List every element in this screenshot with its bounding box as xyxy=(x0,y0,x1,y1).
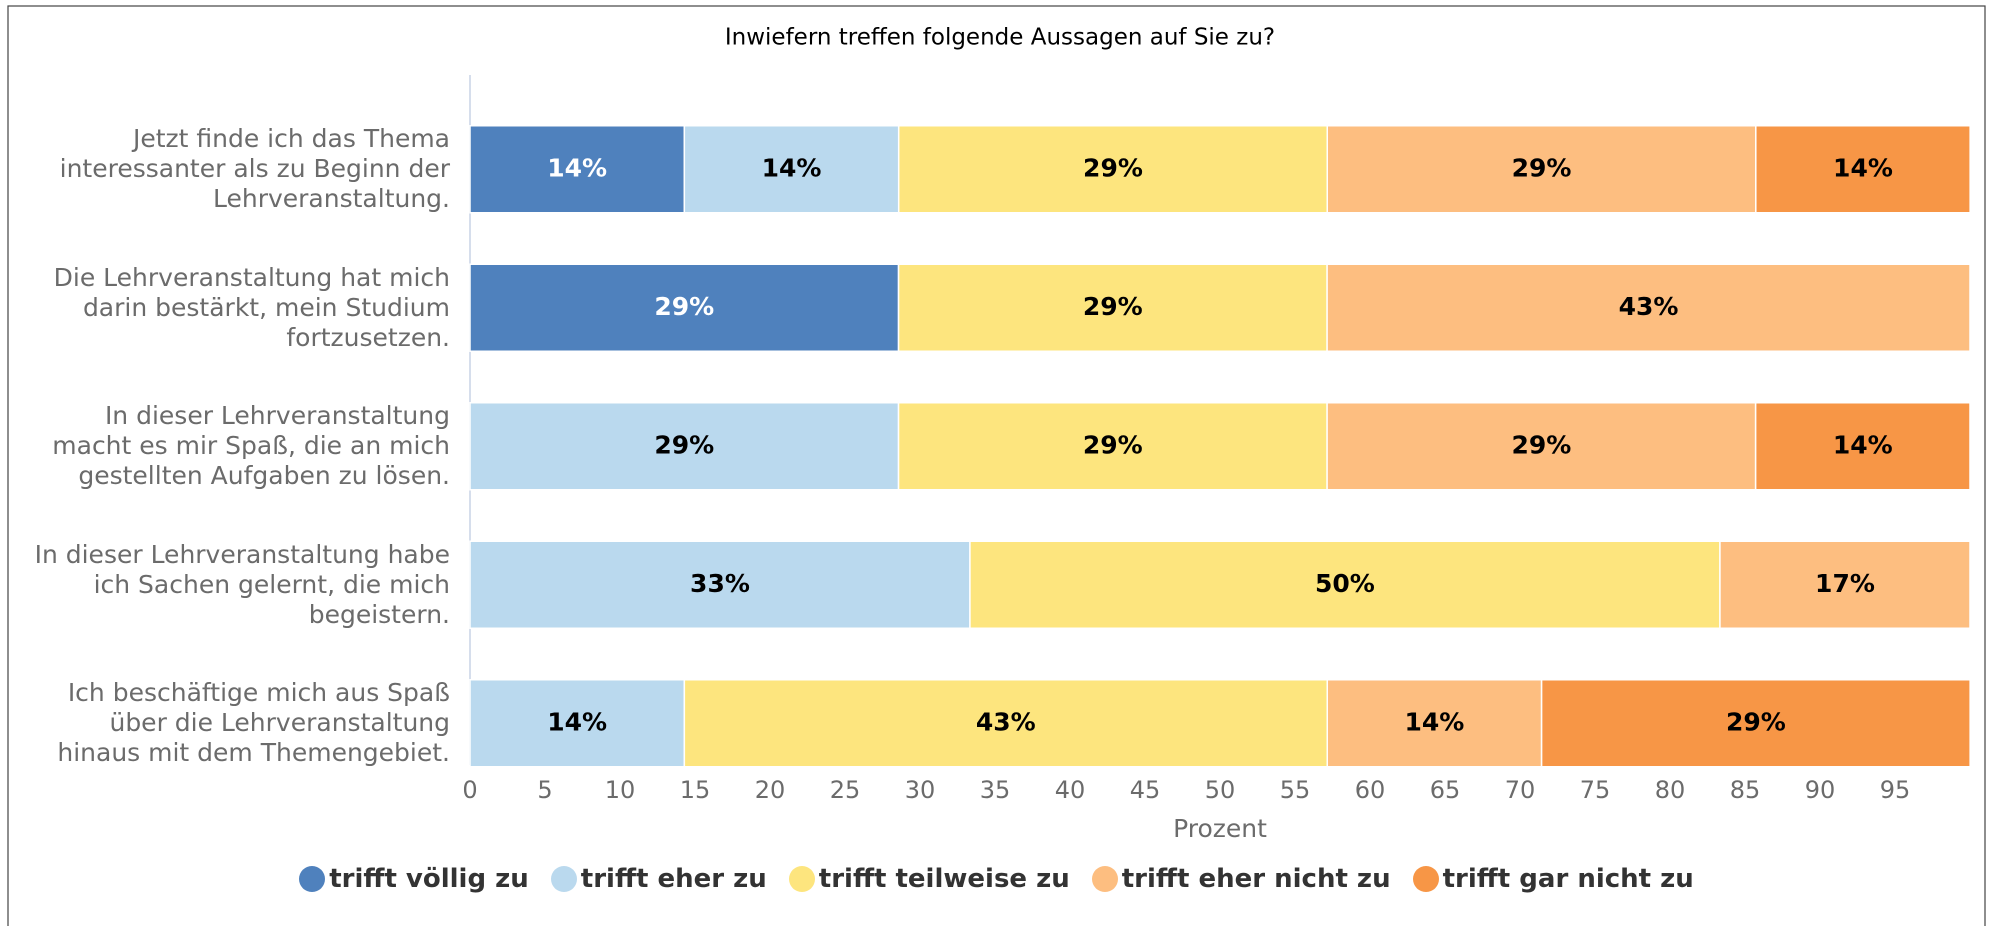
legend-label: trifft völlig zu xyxy=(329,864,529,894)
bar-segment xyxy=(1326,679,1543,768)
legend-item: trifft gar nicht zu xyxy=(1412,864,1694,894)
category-label: In dieser Lehrveranstaltung habe ich Sac… xyxy=(34,539,450,629)
legend: trifft völlig zu trifft eher zu trifft tei… xyxy=(0,864,1993,894)
legend-label: trifft eher zu xyxy=(580,864,767,894)
data-label: 33% xyxy=(690,569,750,598)
category-label: In dieser Lehrveranstaltung macht es mir… xyxy=(52,401,450,491)
data-label: 17% xyxy=(1815,569,1875,598)
x-tick-label: 85 xyxy=(1730,776,1761,804)
x-tick-label: 50 xyxy=(1205,776,1236,804)
x-tick-label: 60 xyxy=(1355,776,1386,804)
bar-segment xyxy=(469,263,900,352)
bar-segment xyxy=(1540,679,1971,768)
bar-segment xyxy=(897,263,1328,352)
x-tick-label: 70 xyxy=(1505,776,1536,804)
legend-marker xyxy=(788,866,815,892)
legend-item: trifft teilweise zu xyxy=(788,864,1070,894)
data-label: 50% xyxy=(1315,569,1375,598)
legend-label: trifft eher nicht zu xyxy=(1121,864,1391,894)
bar-segment xyxy=(683,125,900,214)
legend-item: trifft eher zu xyxy=(550,864,767,894)
legend-marker xyxy=(1412,866,1439,892)
data-label: 43% xyxy=(1619,292,1679,321)
data-label: 14% xyxy=(547,707,607,736)
data-label: 29% xyxy=(1726,707,1786,736)
data-label: 14% xyxy=(762,153,822,182)
legend-label: trifft gar nicht zu xyxy=(1442,864,1694,894)
data-label: 29% xyxy=(1511,430,1571,459)
bar-segment xyxy=(469,402,900,491)
chart-title: Inwiefern treffen folgende Aussagen auf … xyxy=(725,25,1275,51)
bar-segment xyxy=(1326,263,1971,352)
legend-marker xyxy=(550,866,577,892)
data-label: 29% xyxy=(1083,153,1143,182)
x-tick-label: 90 xyxy=(1805,776,1836,804)
bar-segment xyxy=(897,402,1328,491)
legend-marker xyxy=(1091,866,1118,892)
data-label: 14% xyxy=(1833,430,1893,459)
x-tick-label: 65 xyxy=(1430,776,1461,804)
data-label: 43% xyxy=(976,707,1036,736)
x-tick-label: 10 xyxy=(605,776,636,804)
category-label: Jetzt finde ich das Thema interessanter … xyxy=(59,124,450,214)
bar-segment xyxy=(1326,125,1757,214)
legend-label: trifft teilweise zu xyxy=(818,864,1070,894)
data-label: 29% xyxy=(654,292,714,321)
bar-segment xyxy=(469,679,686,768)
x-tick-label: 40 xyxy=(1055,776,1086,804)
category-label: Die Lehrveranstaltung hat mich darin bes… xyxy=(53,262,450,352)
frame xyxy=(7,5,1986,926)
x-tick-label: 95 xyxy=(1880,776,1911,804)
x-tick-label: 0 xyxy=(462,776,477,804)
x-tick-label: 35 xyxy=(980,776,1011,804)
bar-segment xyxy=(1754,402,1971,491)
x-axis-label: Prozent xyxy=(1173,814,1267,843)
data-label: 14% xyxy=(1833,153,1893,182)
bar-segment xyxy=(1755,125,1971,214)
x-tick-label: 5 xyxy=(537,776,552,804)
data-label: 14% xyxy=(547,153,607,182)
x-tick-label: 15 xyxy=(680,776,711,804)
x-tick-label: 75 xyxy=(1580,776,1611,804)
bar-segment xyxy=(683,679,1328,768)
data-label: 29% xyxy=(654,430,714,459)
data-label: 29% xyxy=(1083,292,1143,321)
data-label: 29% xyxy=(1083,430,1143,459)
legend-marker xyxy=(299,866,326,892)
bar-segment xyxy=(469,540,971,629)
bar-segment xyxy=(1719,540,1971,629)
data-label: 14% xyxy=(1405,707,1465,736)
x-tick-label: 55 xyxy=(1280,776,1311,804)
x-tick-label: 30 xyxy=(905,776,936,804)
bar-segment xyxy=(969,540,1721,629)
x-tick-label: 80 xyxy=(1655,776,1686,804)
x-tick-label: 25 xyxy=(830,776,861,804)
x-tick-label: 45 xyxy=(1130,776,1161,804)
data-label: 29% xyxy=(1512,153,1572,182)
legend-item: trifft eher nicht zu xyxy=(1091,864,1391,894)
category-label: Ich beschäftige mich aus Spaß über die L… xyxy=(57,678,450,768)
legend-item: trifft völlig zu xyxy=(299,864,529,894)
x-tick-label: 20 xyxy=(755,776,786,804)
bar-segment xyxy=(469,125,686,214)
